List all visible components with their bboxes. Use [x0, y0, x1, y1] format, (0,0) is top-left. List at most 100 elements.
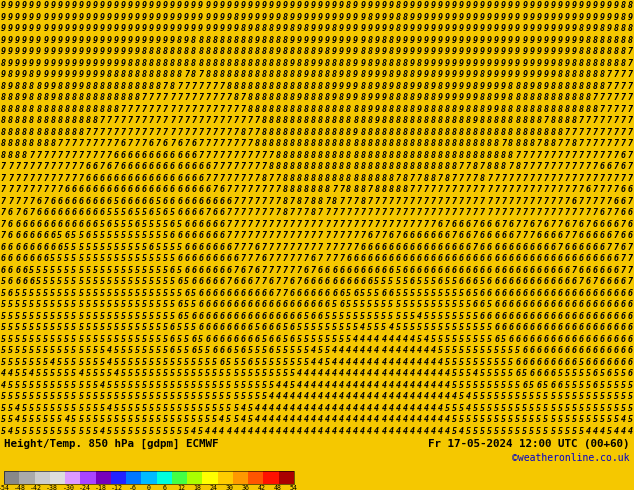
Text: 8: 8 [170, 70, 175, 79]
Text: 9: 9 [205, 24, 210, 33]
Text: 8: 8 [382, 174, 386, 183]
Text: 5: 5 [177, 369, 182, 378]
Text: 8: 8 [473, 151, 478, 160]
Text: 9: 9 [473, 1, 478, 10]
Text: 8: 8 [515, 116, 521, 125]
Text: 7: 7 [375, 231, 379, 240]
Text: 9: 9 [480, 13, 485, 22]
Text: 4: 4 [396, 404, 401, 413]
Text: 9: 9 [43, 24, 48, 33]
Text: 9: 9 [93, 36, 98, 45]
Text: 6: 6 [107, 220, 112, 229]
Text: 9: 9 [438, 93, 443, 102]
Text: 9: 9 [543, 1, 548, 10]
Text: 5: 5 [58, 381, 62, 390]
Text: 9: 9 [430, 59, 436, 68]
Text: 6: 6 [58, 220, 62, 229]
Text: 8: 8 [262, 36, 267, 45]
Text: 9: 9 [424, 47, 429, 56]
Text: 5: 5 [43, 369, 48, 378]
Text: 7: 7 [205, 116, 210, 125]
Text: 8: 8 [8, 93, 13, 102]
Text: 8: 8 [233, 70, 238, 79]
Text: 8: 8 [1, 59, 6, 68]
Text: 7: 7 [557, 197, 562, 206]
Text: 6: 6 [100, 197, 105, 206]
Text: 6: 6 [205, 185, 210, 194]
Text: 8: 8 [445, 174, 450, 183]
Text: 5: 5 [79, 289, 84, 298]
Text: 5: 5 [396, 277, 401, 286]
Text: 5: 5 [58, 416, 62, 424]
Text: 9: 9 [65, 59, 69, 68]
Text: 5: 5 [198, 381, 204, 390]
Text: 6: 6 [107, 185, 112, 194]
Text: 8: 8 [304, 116, 309, 125]
Text: 9: 9 [100, 70, 105, 79]
Text: 6: 6 [65, 220, 69, 229]
Text: 5: 5 [58, 300, 62, 309]
Text: 6: 6 [466, 254, 471, 263]
Text: 6: 6 [494, 254, 499, 263]
Text: 5: 5 [135, 358, 140, 367]
Text: 7: 7 [579, 128, 584, 137]
Text: 8: 8 [360, 139, 365, 148]
Text: 9: 9 [452, 36, 457, 45]
Text: 7: 7 [240, 174, 245, 183]
Text: 7: 7 [389, 197, 394, 206]
Text: 5: 5 [396, 289, 401, 298]
Text: 8: 8 [325, 151, 330, 160]
Text: 9: 9 [58, 24, 62, 33]
Text: 7: 7 [255, 197, 259, 206]
Text: 8: 8 [240, 70, 245, 79]
Text: 6: 6 [628, 346, 633, 355]
Text: 8: 8 [389, 36, 394, 45]
Text: 8: 8 [403, 151, 408, 160]
Text: 6: 6 [86, 220, 91, 229]
Text: 5: 5 [142, 312, 147, 321]
Text: 8: 8 [100, 105, 105, 114]
Text: 5: 5 [86, 381, 91, 390]
Text: 5: 5 [22, 323, 27, 332]
Text: 7: 7 [233, 266, 238, 275]
Text: 7: 7 [283, 254, 288, 263]
Text: 4: 4 [276, 416, 281, 424]
Text: 6: 6 [128, 185, 133, 194]
Text: 7: 7 [1, 220, 6, 229]
Text: 4: 4 [382, 392, 386, 401]
Text: 4: 4 [389, 427, 394, 436]
Text: 7: 7 [508, 185, 513, 194]
Text: 9: 9 [15, 13, 20, 22]
Text: 6: 6 [262, 323, 267, 332]
Text: 4: 4 [410, 381, 415, 390]
Text: 5: 5 [1, 289, 6, 298]
Text: 5: 5 [135, 300, 140, 309]
Text: 5: 5 [128, 323, 133, 332]
Text: 6: 6 [156, 174, 161, 183]
Text: 8: 8 [339, 93, 344, 102]
Text: 8: 8 [255, 105, 259, 114]
Text: 9: 9 [550, 13, 555, 22]
Text: 6: 6 [72, 220, 77, 229]
Text: 6: 6 [191, 346, 196, 355]
Text: 7: 7 [135, 139, 140, 148]
Text: 5: 5 [325, 358, 330, 367]
Text: 7: 7 [417, 185, 422, 194]
Text: 5: 5 [43, 266, 48, 275]
Text: 8: 8 [233, 82, 238, 91]
Text: 5: 5 [212, 369, 217, 378]
Text: 5: 5 [255, 346, 259, 355]
Text: 7: 7 [325, 231, 330, 240]
Text: 6: 6 [550, 243, 555, 252]
Text: 5: 5 [290, 358, 295, 367]
Text: 5: 5 [156, 231, 161, 240]
Text: 8: 8 [339, 128, 344, 137]
Text: 4: 4 [276, 404, 281, 413]
Text: 4: 4 [311, 404, 316, 413]
Text: 6: 6 [501, 300, 506, 309]
Text: 5: 5 [389, 300, 394, 309]
Text: 6: 6 [346, 277, 351, 286]
Text: 8: 8 [290, 105, 295, 114]
Text: 5: 5 [142, 335, 147, 344]
Text: 6: 6 [240, 346, 245, 355]
